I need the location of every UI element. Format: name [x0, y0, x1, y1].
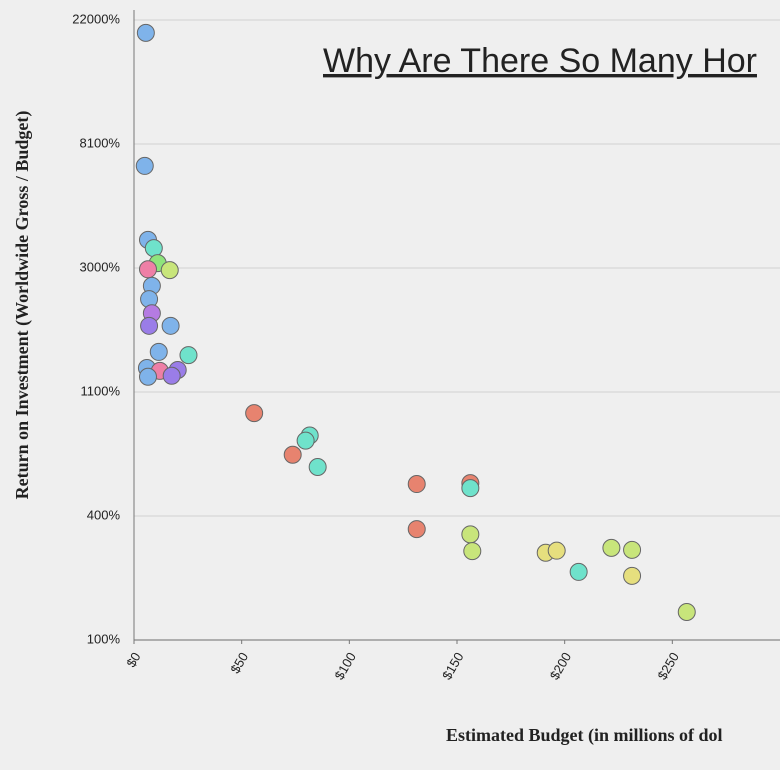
- point: [623, 566, 642, 585]
- point: [179, 346, 198, 365]
- point: [407, 520, 426, 539]
- point: [245, 404, 264, 423]
- point: [138, 260, 157, 279]
- point: [308, 457, 327, 476]
- point: [569, 562, 588, 581]
- point: [461, 479, 480, 498]
- point: [296, 431, 315, 450]
- point: [162, 366, 181, 385]
- x-tick-label: $50: [227, 650, 251, 676]
- y-tick-label: 8100%: [80, 135, 121, 150]
- point: [140, 316, 159, 335]
- point: [136, 23, 155, 42]
- y-axis-label: Return on Investment (Worldwide Gross / …: [12, 111, 33, 500]
- point: [602, 538, 621, 557]
- x-tick-label: $100: [331, 650, 358, 683]
- point: [677, 603, 696, 622]
- y-tick-label: 22000%: [72, 11, 120, 26]
- point: [160, 261, 179, 280]
- bottom-band: [0, 770, 780, 780]
- point: [623, 540, 642, 559]
- point: [407, 475, 426, 494]
- y-tick-label: 100%: [87, 631, 121, 646]
- point: [161, 316, 180, 335]
- y-tick-label: 3000%: [80, 259, 121, 274]
- x-tick-label: $250: [654, 650, 681, 683]
- point: [149, 342, 168, 361]
- point: [138, 367, 157, 386]
- point: [463, 542, 482, 561]
- y-tick-label: 1100%: [80, 383, 120, 398]
- y-tick-label: 400%: [87, 507, 121, 522]
- point: [144, 239, 163, 258]
- x-axis-label: Estimated Budget (in millions of dol: [446, 725, 723, 746]
- x-tick-label: $200: [547, 650, 574, 683]
- x-tick-label: $150: [439, 650, 466, 683]
- point: [135, 156, 154, 175]
- chart-title: Why Are There So Many Hor: [323, 42, 757, 80]
- point: [547, 541, 566, 560]
- point: [283, 445, 302, 464]
- point: [461, 525, 480, 544]
- x-tick-label: $0: [123, 650, 143, 670]
